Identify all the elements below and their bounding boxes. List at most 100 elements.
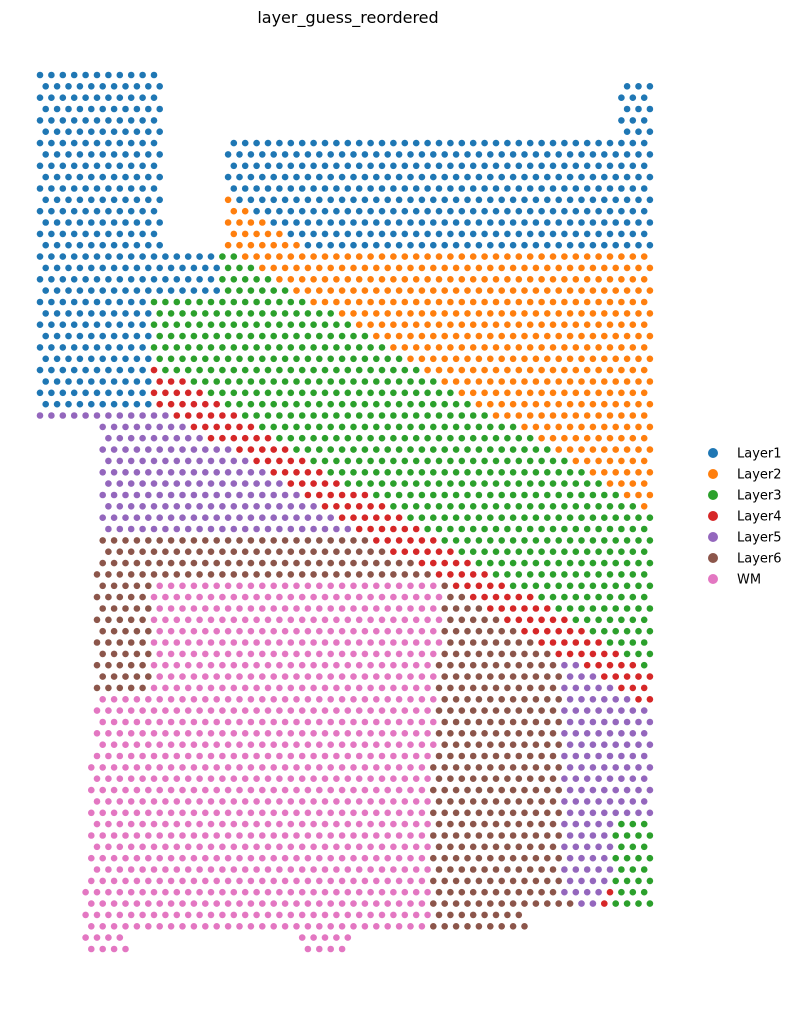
spot-layer1 bbox=[475, 219, 483, 226]
spot-layer5 bbox=[270, 514, 278, 521]
spot-wm bbox=[184, 684, 192, 692]
spot-layer2 bbox=[629, 389, 637, 397]
spot-wm bbox=[110, 854, 118, 862]
spot-layer2 bbox=[373, 310, 380, 317]
spot-wm bbox=[247, 900, 255, 907]
spot-layer2 bbox=[430, 287, 437, 294]
spot-layer1 bbox=[407, 219, 414, 226]
spot-layer4 bbox=[435, 571, 443, 578]
spot-layer6 bbox=[526, 730, 534, 737]
spot-layer6 bbox=[509, 741, 517, 748]
spot-layer1 bbox=[350, 196, 357, 204]
spot-layer3 bbox=[618, 571, 625, 578]
spot-layer4 bbox=[259, 446, 266, 453]
spot-layer1 bbox=[53, 105, 61, 113]
spot-layer1 bbox=[99, 241, 106, 249]
spot-layer1 bbox=[42, 287, 49, 294]
spot-layer1 bbox=[65, 355, 72, 363]
spot-layer2 bbox=[378, 298, 386, 306]
spot-wm bbox=[430, 718, 437, 726]
spot-wm bbox=[190, 809, 198, 817]
spot-layer1 bbox=[487, 151, 494, 158]
spot-layer3 bbox=[378, 366, 386, 374]
spot-layer6 bbox=[549, 798, 557, 805]
spot-layer5 bbox=[583, 843, 591, 851]
spot-wm bbox=[122, 786, 129, 794]
spot-wm bbox=[156, 582, 163, 590]
spot-wm bbox=[184, 661, 192, 669]
spot-wm bbox=[378, 616, 386, 624]
spot-layer6 bbox=[487, 741, 494, 748]
spot-wm bbox=[276, 798, 283, 805]
spot-layer2 bbox=[447, 298, 454, 306]
spot-layer2 bbox=[526, 344, 534, 351]
spot-layer6 bbox=[435, 730, 443, 737]
spot-layer4 bbox=[430, 537, 437, 544]
spot-layer2 bbox=[424, 298, 431, 306]
spot-layer1 bbox=[42, 310, 49, 317]
spot-layer6 bbox=[521, 696, 528, 703]
spot-wm bbox=[230, 775, 238, 782]
spot-wm bbox=[247, 786, 255, 794]
spot-layer6 bbox=[287, 548, 295, 555]
spot-wm bbox=[407, 877, 414, 885]
spot-layer2 bbox=[618, 389, 625, 397]
spot-layer4 bbox=[401, 548, 409, 555]
spot-layer3 bbox=[224, 310, 232, 317]
spot-layer1 bbox=[498, 196, 506, 204]
spot-layer2 bbox=[606, 344, 614, 351]
spot-wm bbox=[270, 877, 278, 885]
spot-layer5 bbox=[601, 696, 608, 703]
spot-layer5 bbox=[589, 673, 597, 680]
spot-layer1 bbox=[42, 151, 49, 158]
spot-layer3 bbox=[207, 298, 215, 306]
spot-layer2 bbox=[395, 310, 403, 317]
spot-layer1 bbox=[316, 241, 323, 249]
spot-layer5 bbox=[224, 514, 232, 521]
spot-layer6 bbox=[526, 775, 534, 782]
spot-wm bbox=[350, 673, 357, 680]
spot-layer6 bbox=[532, 650, 540, 658]
spot-layer3 bbox=[618, 548, 625, 555]
spot-wm bbox=[241, 888, 249, 896]
spot-wm bbox=[127, 775, 135, 782]
spot-wm bbox=[88, 877, 95, 885]
spot-layer5 bbox=[150, 503, 158, 510]
spot-layer1 bbox=[595, 162, 602, 170]
spot-layer5 bbox=[145, 491, 152, 499]
spot-layer3 bbox=[640, 888, 648, 896]
spot-wm bbox=[99, 945, 106, 953]
spot-layer1 bbox=[378, 207, 386, 215]
spot-layer3 bbox=[276, 412, 283, 419]
spot-wm bbox=[361, 605, 369, 612]
spot-wm bbox=[344, 752, 352, 760]
spot-wm bbox=[116, 775, 124, 782]
spot-layer5 bbox=[612, 741, 619, 748]
spot-wm bbox=[424, 752, 431, 760]
spot-layer1 bbox=[526, 139, 534, 147]
spot-layer1 bbox=[150, 117, 158, 124]
spot-wm bbox=[207, 888, 215, 896]
spot-layer6 bbox=[464, 764, 471, 771]
spot-wm bbox=[333, 798, 340, 805]
spot-layer2 bbox=[407, 310, 414, 317]
spot-layer2 bbox=[475, 310, 483, 317]
spot-wm bbox=[224, 650, 232, 658]
spot-layer4 bbox=[190, 423, 198, 431]
spot-layer6 bbox=[430, 854, 437, 862]
spot-layer2 bbox=[504, 276, 511, 283]
spot-layer3 bbox=[566, 582, 574, 590]
spot-layer4 bbox=[190, 400, 198, 408]
spot-layer6 bbox=[504, 866, 511, 873]
spot-wm bbox=[110, 923, 118, 930]
spot-layer1 bbox=[53, 310, 61, 317]
spot-layer4 bbox=[612, 673, 619, 680]
spot-wm bbox=[196, 888, 203, 896]
spot-layer1 bbox=[53, 400, 61, 408]
spot-layer2 bbox=[532, 423, 540, 431]
spot-layer3 bbox=[612, 491, 619, 499]
spot-layer2 bbox=[612, 355, 619, 363]
spot-layer6 bbox=[110, 673, 118, 680]
spot-layer1 bbox=[452, 151, 460, 158]
spot-layer3 bbox=[179, 355, 186, 363]
